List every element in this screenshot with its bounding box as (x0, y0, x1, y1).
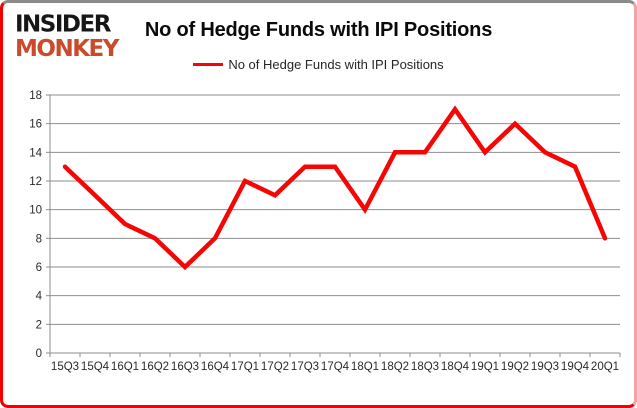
x-tick-label: 16Q2 (141, 361, 169, 373)
x-tick-label: 19Q1 (471, 361, 499, 373)
x-tick-label: 19Q4 (561, 361, 590, 373)
y-tick-label: 12 (29, 176, 42, 188)
legend-line-swatch (193, 63, 224, 66)
x-tick-label: 17Q4 (321, 361, 350, 373)
x-tick-label: 16Q1 (111, 361, 139, 373)
x-tick-label: 18Q4 (441, 361, 470, 373)
y-tick-label: 10 (29, 205, 42, 217)
x-tick-label: 16Q3 (171, 361, 199, 373)
y-tick-label: 2 (36, 319, 42, 331)
logo-text-monkey: MONKEY (15, 35, 119, 62)
x-tick-label: 20Q1 (591, 361, 619, 373)
y-tick-label: 4 (36, 291, 43, 303)
chart-legend: No of Hedge Funds with IPI Positions (3, 57, 634, 72)
x-tick-label: 17Q3 (291, 361, 319, 373)
x-tick-label: 17Q2 (261, 361, 289, 373)
y-tick-label: 16 (29, 119, 42, 131)
y-tick-label: 0 (36, 348, 42, 360)
y-tick-label: 6 (36, 262, 42, 274)
x-tick-label: 18Q2 (381, 361, 409, 373)
y-tick-label: 18 (29, 90, 42, 102)
chart-title: No of Hedge Funds with IPI Positions (144, 19, 493, 41)
x-tick-label: 16Q4 (201, 361, 230, 373)
y-tick-label: 14 (29, 147, 42, 159)
insider-monkey-logo: INSIDER MONKEY (15, 10, 119, 62)
x-tick-label: 18Q3 (411, 361, 439, 373)
x-tick-label: 17Q1 (231, 361, 259, 373)
x-tick-label: 15Q4 (81, 361, 110, 373)
y-tick-label: 8 (36, 233, 42, 245)
x-tick-label: 15Q3 (51, 361, 79, 373)
legend-label: No of Hedge Funds with IPI Positions (228, 57, 444, 72)
x-tick-label: 19Q2 (501, 361, 529, 373)
x-tick-label: 18Q1 (351, 361, 379, 373)
series-line (62, 105, 608, 271)
x-tick-label: 19Q3 (531, 361, 559, 373)
logo-text-insider: INSIDER (15, 10, 111, 38)
